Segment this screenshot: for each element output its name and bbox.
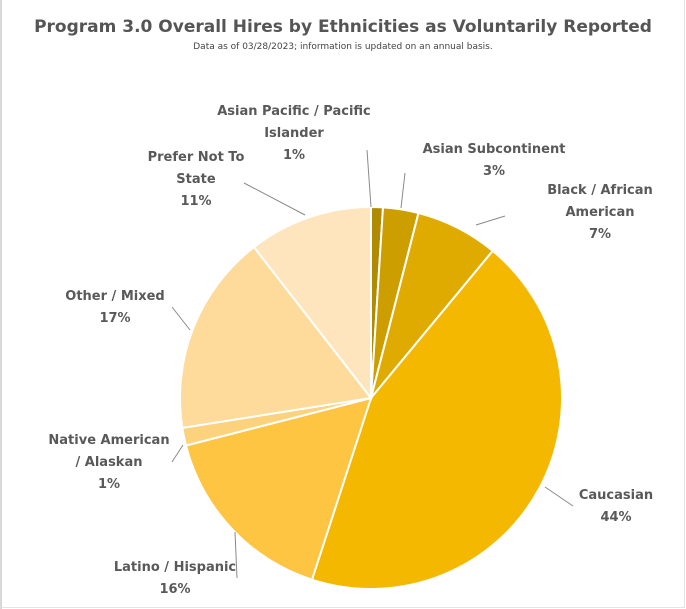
leader-line-5 xyxy=(171,444,184,463)
slice-label-2: Black / African American 7% xyxy=(547,183,653,242)
chart-title: Program 3.0 Overall Hires by Ethnicities… xyxy=(34,17,652,37)
pie-slice-4 xyxy=(184,396,373,581)
slice-label-6: Other / Mixed 17% xyxy=(65,289,164,326)
leader-line-3 xyxy=(544,486,574,507)
pie-slice-3 xyxy=(310,249,563,590)
pie-slices xyxy=(179,205,563,590)
slice-label-4: Latino / Hispanic 16% xyxy=(114,560,236,597)
pie-slice-6 xyxy=(179,245,373,430)
leader-line-7 xyxy=(243,182,306,216)
chart-frame-left-edge xyxy=(0,0,2,609)
leader-line-0 xyxy=(366,149,372,208)
slice-label-0: Asian Pacific / Pacific Islander 1% xyxy=(217,104,371,163)
chart-subtitle: Data as of 03/28/2023; information is up… xyxy=(193,42,493,52)
slice-label-1: Asian Subcontinent 3% xyxy=(423,142,566,179)
pie-slice-7 xyxy=(252,205,372,401)
slice-label-7: Prefer Not To State 11% xyxy=(148,150,245,209)
leader-line-1 xyxy=(400,172,406,209)
leader-line-2 xyxy=(475,215,506,226)
leader-line-6 xyxy=(171,306,191,331)
slice-label-3: Caucasian 44% xyxy=(579,488,653,525)
leader-line-4 xyxy=(234,531,238,579)
slice-label-5: Native American / Alaskan 1% xyxy=(48,433,169,492)
